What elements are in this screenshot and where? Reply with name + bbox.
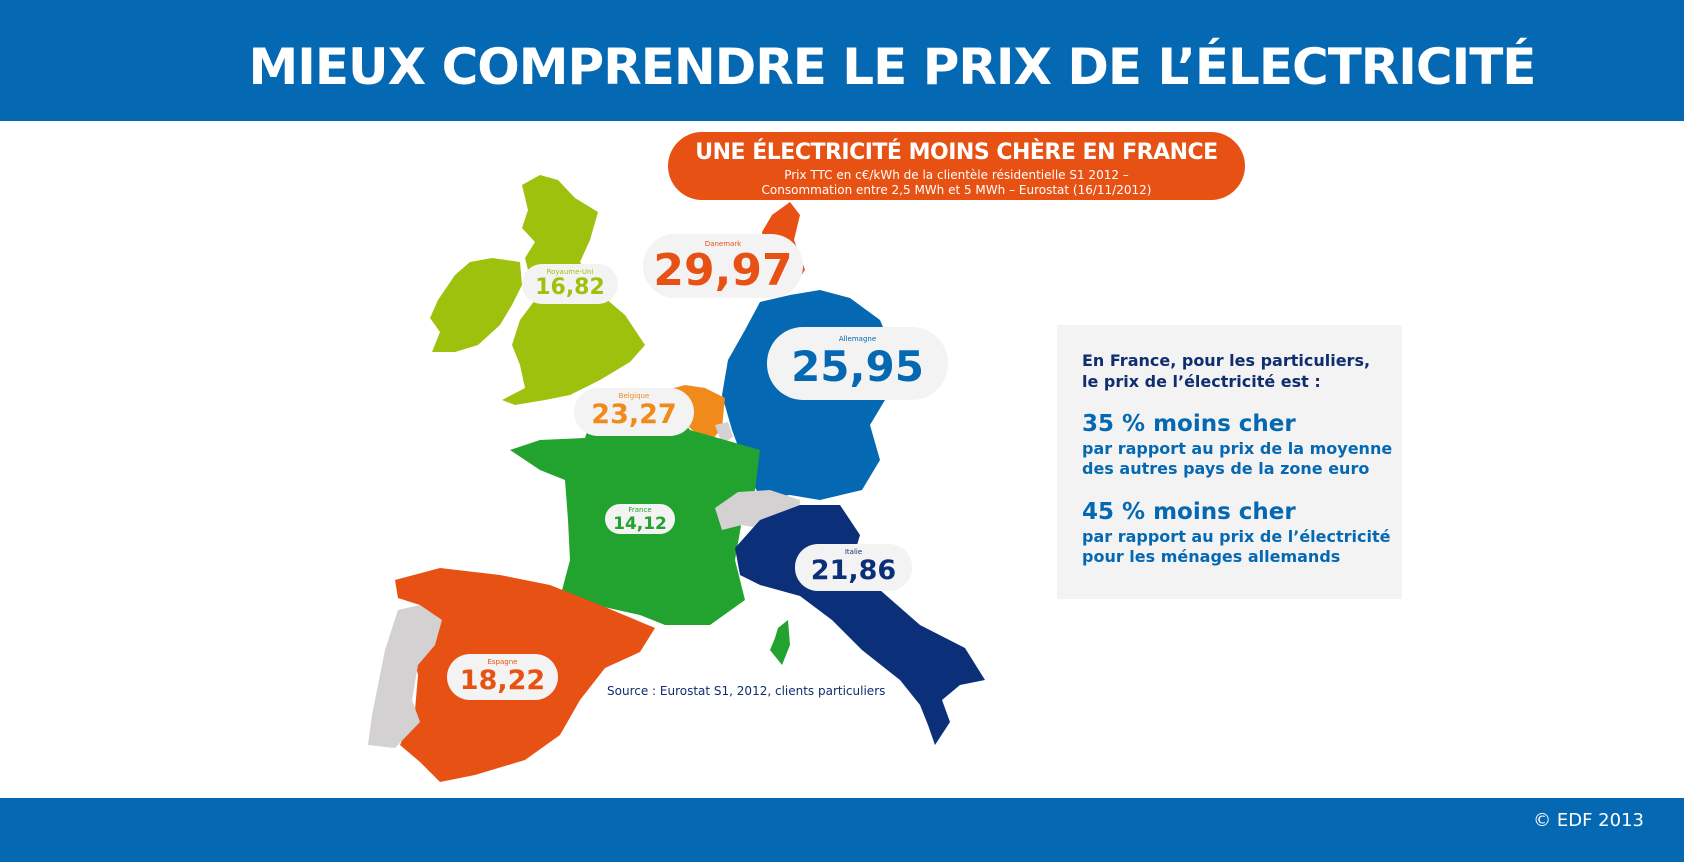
headline-banner: UNE ÉLECTRICITÉ MOINS CHÈRE EN FRANCE Pr… — [668, 132, 1245, 200]
info-box: En France, pour les particuliers, le pri… — [1057, 325, 1402, 599]
banner-subtitle-line2: Consommation entre 2,5 MWh et 5 MWh – Eu… — [761, 183, 1152, 197]
info-point1-line1: par rapport au prix de la moyenne — [1082, 439, 1393, 458]
country-price-danemark: 29,97 — [653, 245, 793, 296]
price-pill-allemagne: Allemagne 25,95 — [767, 327, 948, 400]
price-pill-royaume-uni: Royaume-Uni 16,82 — [522, 264, 618, 304]
info-point1-line2: des autres pays de la zone euro — [1082, 459, 1370, 478]
copyright: © EDF 2013 — [1533, 810, 1644, 831]
info-point1-text: par rapport au prix de la moyenne des au… — [1082, 439, 1392, 479]
banner-subtitle-line1: Prix TTC en c€/kWh de la clientèle résid… — [784, 168, 1129, 182]
country-label-italie: Italie — [844, 548, 863, 556]
price-pill-danemark: Danemark 29,97 — [643, 234, 803, 298]
source-note: Source : Eurostat S1, 2012, clients part… — [607, 684, 886, 698]
page-title: MIEUX COMPRENDRE LE PRIX DE L’ÉLECTRICIT… — [248, 38, 1537, 96]
country-price-espagne: 18,22 — [459, 665, 546, 696]
info-intro-line1: En France, pour les particuliers, — [1082, 351, 1371, 370]
map-italy — [735, 505, 985, 745]
country-price-belgique: 23,27 — [591, 399, 677, 430]
price-pill-france: France 14,12 — [605, 504, 675, 534]
country-label-belgique: Belgique — [618, 392, 650, 400]
map-portugal — [368, 605, 442, 748]
info-point2-line2: pour les ménages allemands — [1082, 547, 1341, 566]
info-point2-line1: par rapport au prix de l’électricité — [1082, 527, 1391, 546]
map-corsica — [770, 620, 790, 665]
country-price-france: 14,12 — [613, 514, 667, 534]
map-luxembourg — [715, 422, 733, 444]
info-intro: En France, pour les particuliers, le pri… — [1082, 350, 1370, 392]
country-label-france: France — [628, 506, 652, 514]
price-pill-italie: Italie 21,86 — [795, 544, 912, 591]
country-label-espagne: Espagne — [487, 658, 518, 666]
footer-bar: © EDF 2013 — [0, 798, 1684, 862]
country-label-royaume-uni: Royaume-Uni — [546, 268, 594, 276]
country-price-royaume-uni: 16,82 — [535, 275, 605, 300]
info-point2-headline: 45 % moins cher — [1082, 499, 1296, 525]
banner-title: UNE ÉLECTRICITÉ MOINS CHÈRE EN FRANCE — [695, 140, 1218, 165]
country-label-allemagne: Allemagne — [838, 335, 877, 343]
country-price-allemagne: 25,95 — [791, 342, 924, 391]
info-point1-headline: 35 % moins cher — [1082, 411, 1296, 437]
price-pill-belgique: Belgique 23,27 — [574, 388, 694, 436]
country-price-italie: 21,86 — [810, 555, 897, 586]
price-pill-espagne: Espagne 18,22 — [447, 654, 558, 700]
map-ireland — [430, 258, 522, 352]
info-point2-text: par rapport au prix de l’électricité pou… — [1082, 527, 1390, 567]
country-label-danemark: Danemark — [704, 240, 742, 248]
info-intro-line2: le prix de l’électricité est : — [1082, 372, 1321, 391]
header-bar: MIEUX COMPRENDRE LE PRIX DE L’ÉLECTRICIT… — [0, 0, 1684, 121]
